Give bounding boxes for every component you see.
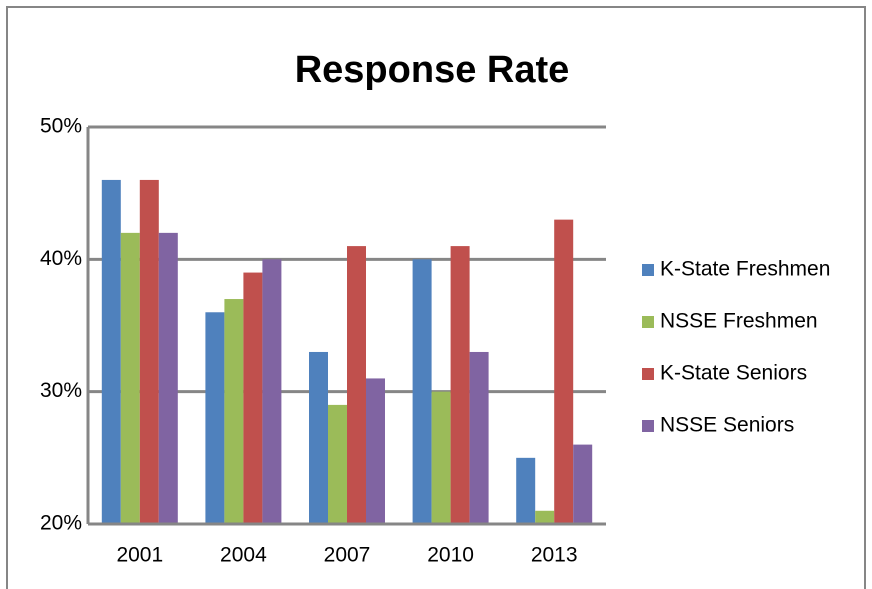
legend-label: K-State Freshmen [660, 258, 830, 281]
bar [347, 246, 366, 524]
y-tick-label: 20% [40, 512, 82, 535]
x-tick-label: 2013 [531, 544, 578, 567]
legend-label: K-State Seniors [660, 362, 807, 385]
bar [139, 179, 159, 524]
legend-label: NSSE Freshmen [660, 310, 818, 333]
bar [573, 444, 593, 524]
x-tick-label: 2010 [427, 544, 474, 567]
bar [309, 351, 328, 524]
bar [243, 272, 263, 524]
legend-swatch [642, 420, 654, 432]
bar [120, 232, 140, 524]
x-tick-label: 2007 [324, 544, 371, 567]
y-tick-label: 30% [40, 379, 82, 402]
chart-frame [6, 6, 866, 589]
bar [101, 179, 121, 524]
bar [450, 246, 470, 524]
bar [516, 457, 536, 524]
x-tick-label: 2001 [116, 544, 163, 567]
bar [262, 259, 282, 524]
y-tick-label: 50% [40, 115, 82, 138]
x-tick-label: 2004 [220, 544, 267, 567]
bar [412, 259, 432, 524]
bar [431, 391, 451, 524]
bar [366, 378, 385, 524]
legend-swatch [642, 368, 654, 380]
bar [205, 312, 225, 524]
legend-swatch [642, 316, 654, 328]
bar [158, 232, 178, 524]
legend-swatch [642, 264, 654, 276]
bar [224, 299, 244, 524]
chart-title: Response Rate [295, 49, 570, 91]
legend-label: NSSE Seniors [660, 414, 794, 437]
bar [328, 404, 347, 524]
bar [469, 351, 489, 524]
y-tick-label: 40% [40, 247, 82, 270]
bar [554, 219, 574, 524]
bar [535, 510, 555, 524]
